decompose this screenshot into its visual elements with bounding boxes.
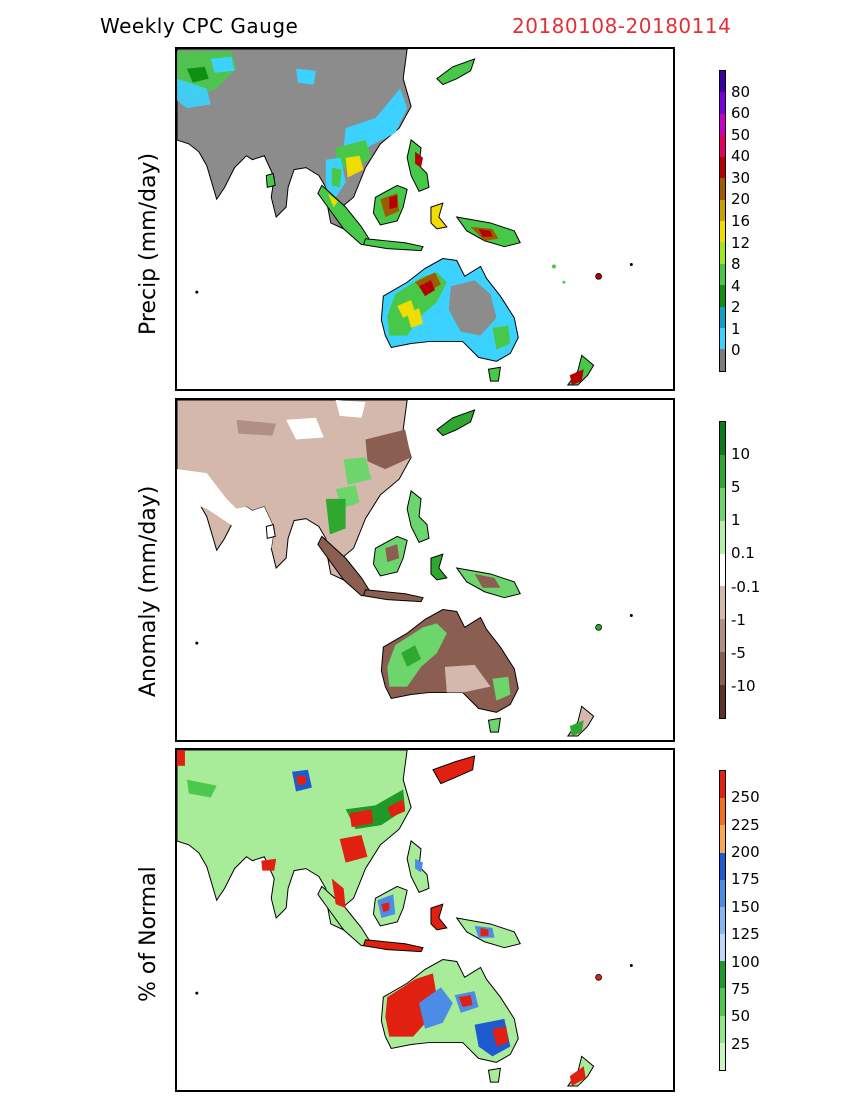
colorbar-label: 225 bbox=[731, 815, 760, 834]
colorbar-swatch bbox=[720, 1042, 725, 1070]
colorbar-swatch bbox=[720, 906, 725, 935]
colorbar-swatch bbox=[720, 263, 725, 286]
colorbar-swatch bbox=[720, 285, 725, 307]
percent-map bbox=[177, 750, 633, 1087]
percent-map-panel bbox=[175, 748, 675, 1092]
colorbar-swatch bbox=[720, 798, 725, 826]
colorbar-label: 1 bbox=[731, 511, 741, 530]
colorbar-label: 30 bbox=[731, 168, 751, 187]
colorbar-label: 80 bbox=[731, 82, 751, 101]
colorbar-label: 100 bbox=[731, 952, 760, 971]
colorbar-label: 150 bbox=[731, 897, 760, 916]
colorbar-label: 10 bbox=[731, 445, 751, 464]
colorbar-swatch bbox=[720, 1015, 725, 1043]
colorbar-swatch bbox=[720, 520, 725, 554]
anomaly-axis-label: Anomaly (mm/day) bbox=[136, 485, 161, 697]
colorbar-swatch bbox=[720, 685, 725, 718]
colorbar-swatch bbox=[720, 771, 725, 799]
colorbar-label: 12 bbox=[731, 233, 751, 252]
colorbar-label: 250 bbox=[731, 788, 760, 807]
colorbar-swatch bbox=[720, 328, 725, 350]
precip-map bbox=[177, 49, 633, 386]
colorbar-swatch bbox=[720, 961, 725, 989]
colorbar-label: -0.1 bbox=[731, 577, 761, 596]
colorbar-label: 40 bbox=[731, 147, 751, 166]
colorbar-label: 1 bbox=[731, 319, 741, 338]
anomaly-map-panel bbox=[175, 398, 675, 742]
colorbar-label: 2 bbox=[731, 298, 741, 317]
precip-colorbar bbox=[719, 70, 726, 372]
colorbar-swatch bbox=[720, 178, 725, 200]
colorbar-label: 50 bbox=[731, 125, 751, 144]
colorbar-swatch bbox=[720, 220, 725, 243]
percent-colorbar bbox=[719, 770, 726, 1071]
colorbar-swatch bbox=[720, 934, 725, 962]
colorbar-swatch bbox=[720, 306, 725, 329]
colorbar-swatch bbox=[720, 825, 725, 853]
anomaly-map bbox=[177, 400, 633, 737]
anomaly-colorbar bbox=[719, 421, 726, 719]
colorbar-swatch bbox=[720, 586, 725, 620]
colorbar-swatch bbox=[720, 422, 725, 455]
colorbar-label: 8 bbox=[731, 255, 741, 274]
colorbar-label: 0.1 bbox=[731, 544, 755, 563]
precip-map-panel bbox=[175, 47, 675, 391]
chart-title: Weekly CPC Gauge bbox=[100, 14, 299, 38]
colorbar-swatch bbox=[720, 454, 725, 488]
date-range: 20180108-20180114 bbox=[512, 14, 732, 38]
colorbar-label: -10 bbox=[731, 676, 756, 695]
colorbar-swatch bbox=[720, 156, 725, 179]
percent-axis-label: % of Normal bbox=[136, 866, 161, 1002]
colorbar-label: 175 bbox=[731, 870, 760, 889]
colorbar-label: 0 bbox=[731, 341, 741, 360]
colorbar-swatch bbox=[720, 988, 725, 1016]
colorbar-swatch bbox=[720, 199, 725, 221]
colorbar-label: 75 bbox=[731, 979, 751, 998]
precip-axis-label: Precip (mm/day) bbox=[136, 152, 161, 335]
colorbar-swatch bbox=[720, 619, 725, 653]
asia-landmass bbox=[177, 49, 412, 230]
colorbar-swatch bbox=[720, 349, 725, 371]
colorbar-label: -5 bbox=[731, 643, 746, 662]
colorbar-label: 125 bbox=[731, 925, 760, 944]
colorbar-swatch bbox=[720, 71, 725, 93]
colorbar-label: 60 bbox=[731, 104, 751, 123]
colorbar-label: 200 bbox=[731, 843, 760, 862]
colorbar-label: 25 bbox=[731, 1034, 751, 1053]
colorbar-swatch bbox=[720, 553, 725, 587]
colorbar-label: 50 bbox=[731, 1007, 751, 1026]
colorbar-swatch bbox=[720, 135, 725, 157]
colorbar-label: 5 bbox=[731, 478, 741, 497]
colorbar-label: 4 bbox=[731, 276, 741, 295]
colorbar-swatch bbox=[720, 113, 725, 136]
colorbar-label: 16 bbox=[731, 212, 751, 230]
colorbar-swatch bbox=[720, 242, 725, 264]
colorbar-label: 20 bbox=[731, 190, 751, 209]
colorbar-label: -1 bbox=[731, 610, 746, 629]
asia-landmass bbox=[177, 750, 412, 931]
colorbar-swatch bbox=[720, 852, 725, 880]
colorbar-swatch bbox=[720, 879, 725, 907]
colorbar-swatch bbox=[720, 92, 725, 114]
asia-landmass bbox=[177, 400, 412, 581]
colorbar-swatch bbox=[720, 652, 725, 685]
colorbar-swatch bbox=[720, 487, 725, 521]
